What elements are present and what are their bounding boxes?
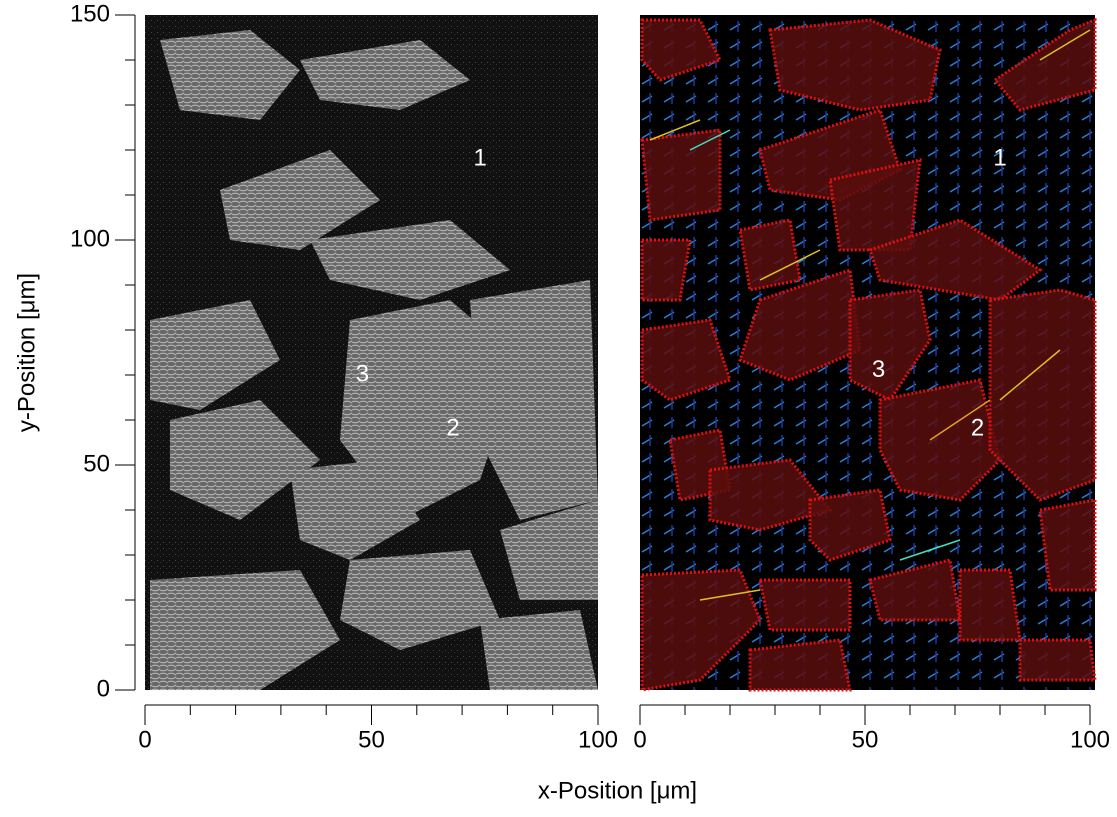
y-tick-label: 0: [97, 675, 110, 702]
domain-outlines: [640, 17, 1097, 692]
annotation: 1: [993, 144, 1006, 171]
x-axis-label: x-Position [μm]: [538, 777, 697, 804]
panels: [145, 15, 1097, 692]
x-tick-label: 0: [633, 726, 646, 753]
x-tick-label: 100: [578, 726, 618, 753]
x-tick-label: 50: [358, 726, 385, 753]
y-tick-label: 150: [70, 0, 110, 27]
x-tick-label: 0: [138, 726, 151, 753]
annotation: 3: [356, 360, 369, 387]
annotation: 2: [971, 414, 984, 441]
x-tick-label: 50: [852, 726, 879, 753]
annotation: 1: [474, 144, 487, 171]
x-tick-label: 100: [1070, 726, 1110, 753]
y-axis-label: y-Position [μm]: [13, 273, 40, 432]
annotation: 3: [872, 356, 885, 383]
y-tick-label: 100: [70, 225, 110, 252]
annotation: 2: [446, 414, 459, 441]
image-texture: [150, 30, 598, 690]
y-tick-label: 50: [83, 450, 110, 477]
velocity-arrows: [649, 29, 1091, 601]
